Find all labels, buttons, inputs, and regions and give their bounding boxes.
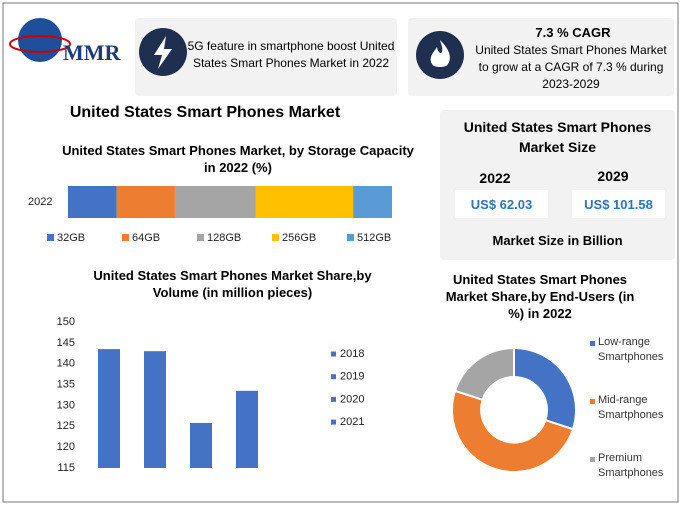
chart-title: United States Smart Phones Market, by St… (62, 143, 414, 175)
highlight-text: United States Smart Phones Market to gro… (475, 43, 667, 91)
highlight-title: 7.3 % CAGR (535, 25, 611, 40)
logo-orbit (9, 35, 71, 53)
legend-marker (331, 351, 336, 357)
legend-label: 512GB (357, 232, 391, 244)
bar (98, 349, 120, 468)
market-size-title: United States Smart Phones Market Size (463, 119, 652, 155)
y-tick-label: 145 (57, 337, 75, 349)
legend-label: 2018 (340, 348, 364, 360)
year-label: 2022 (479, 170, 511, 186)
logo-globe (18, 18, 62, 62)
legend-label: Low-range Smartphones (598, 336, 664, 363)
logo-text: MMR (63, 40, 122, 65)
y-tick-label: 130 (57, 399, 75, 411)
legend-marker (47, 234, 54, 241)
legend-marker (331, 419, 336, 425)
legend-label: 128GB (207, 232, 241, 244)
legend-label: Premium Smartphones (598, 452, 664, 479)
legend-marker (272, 234, 279, 241)
y-tick-label: 135 (57, 378, 75, 390)
legend-label: 64GB (132, 232, 160, 244)
y-tick-label: 125 (57, 420, 75, 432)
legend-label: Mid-range Smartphones (598, 394, 664, 421)
legend-label: 2021 (340, 416, 364, 428)
bar (236, 390, 258, 468)
value-box (455, 190, 548, 218)
legend-marker (197, 234, 204, 241)
legend-marker (590, 457, 595, 462)
flame-icon (430, 40, 450, 67)
main-title: United States Smart Phones Market (69, 104, 341, 121)
legend-label: 2020 (340, 393, 364, 405)
highlight-box (408, 18, 674, 96)
donut-slice (450, 389, 575, 474)
donut-slice (513, 346, 578, 431)
bar-segment (174, 186, 256, 218)
market-size-box (440, 110, 675, 260)
legend-label: 2019 (340, 371, 364, 383)
highlight-box (135, 18, 397, 96)
bar-segment (68, 186, 117, 218)
bar-segment (353, 186, 392, 218)
year-label: 2029 (597, 168, 629, 184)
market-size-note: Market Size in Billion (492, 233, 623, 248)
bar (190, 422, 212, 468)
market-value: US$ 101.58 (584, 197, 653, 212)
legend-marker (331, 374, 336, 380)
y-tick-label: 120 (57, 441, 75, 453)
y-tick-label: 115 (57, 462, 75, 474)
bar (144, 351, 166, 468)
y-tick-label: 2022 (28, 196, 52, 208)
legend-marker (347, 234, 354, 241)
legend-marker (122, 234, 129, 241)
y-tick-label: 140 (57, 358, 75, 370)
bar-segment (255, 186, 354, 218)
highlight-text: 5G feature in smartphone boost United St… (187, 39, 395, 70)
value-box (572, 190, 665, 218)
donut-slice (453, 346, 515, 402)
market-value: US$ 62.03 (470, 197, 533, 212)
legend-marker (331, 396, 336, 402)
chart-title: United States Smart Phones Market Share,… (93, 268, 372, 300)
legend-marker (590, 341, 595, 346)
legend-label: 256GB (282, 232, 316, 244)
bolt-icon (154, 36, 172, 69)
legend-label: 32GB (57, 232, 85, 244)
chart-title: United States Smart Phones Market Share,… (445, 272, 635, 321)
bar-segment (116, 186, 175, 218)
legend-marker (590, 399, 595, 404)
y-tick-label: 150 (57, 316, 75, 328)
